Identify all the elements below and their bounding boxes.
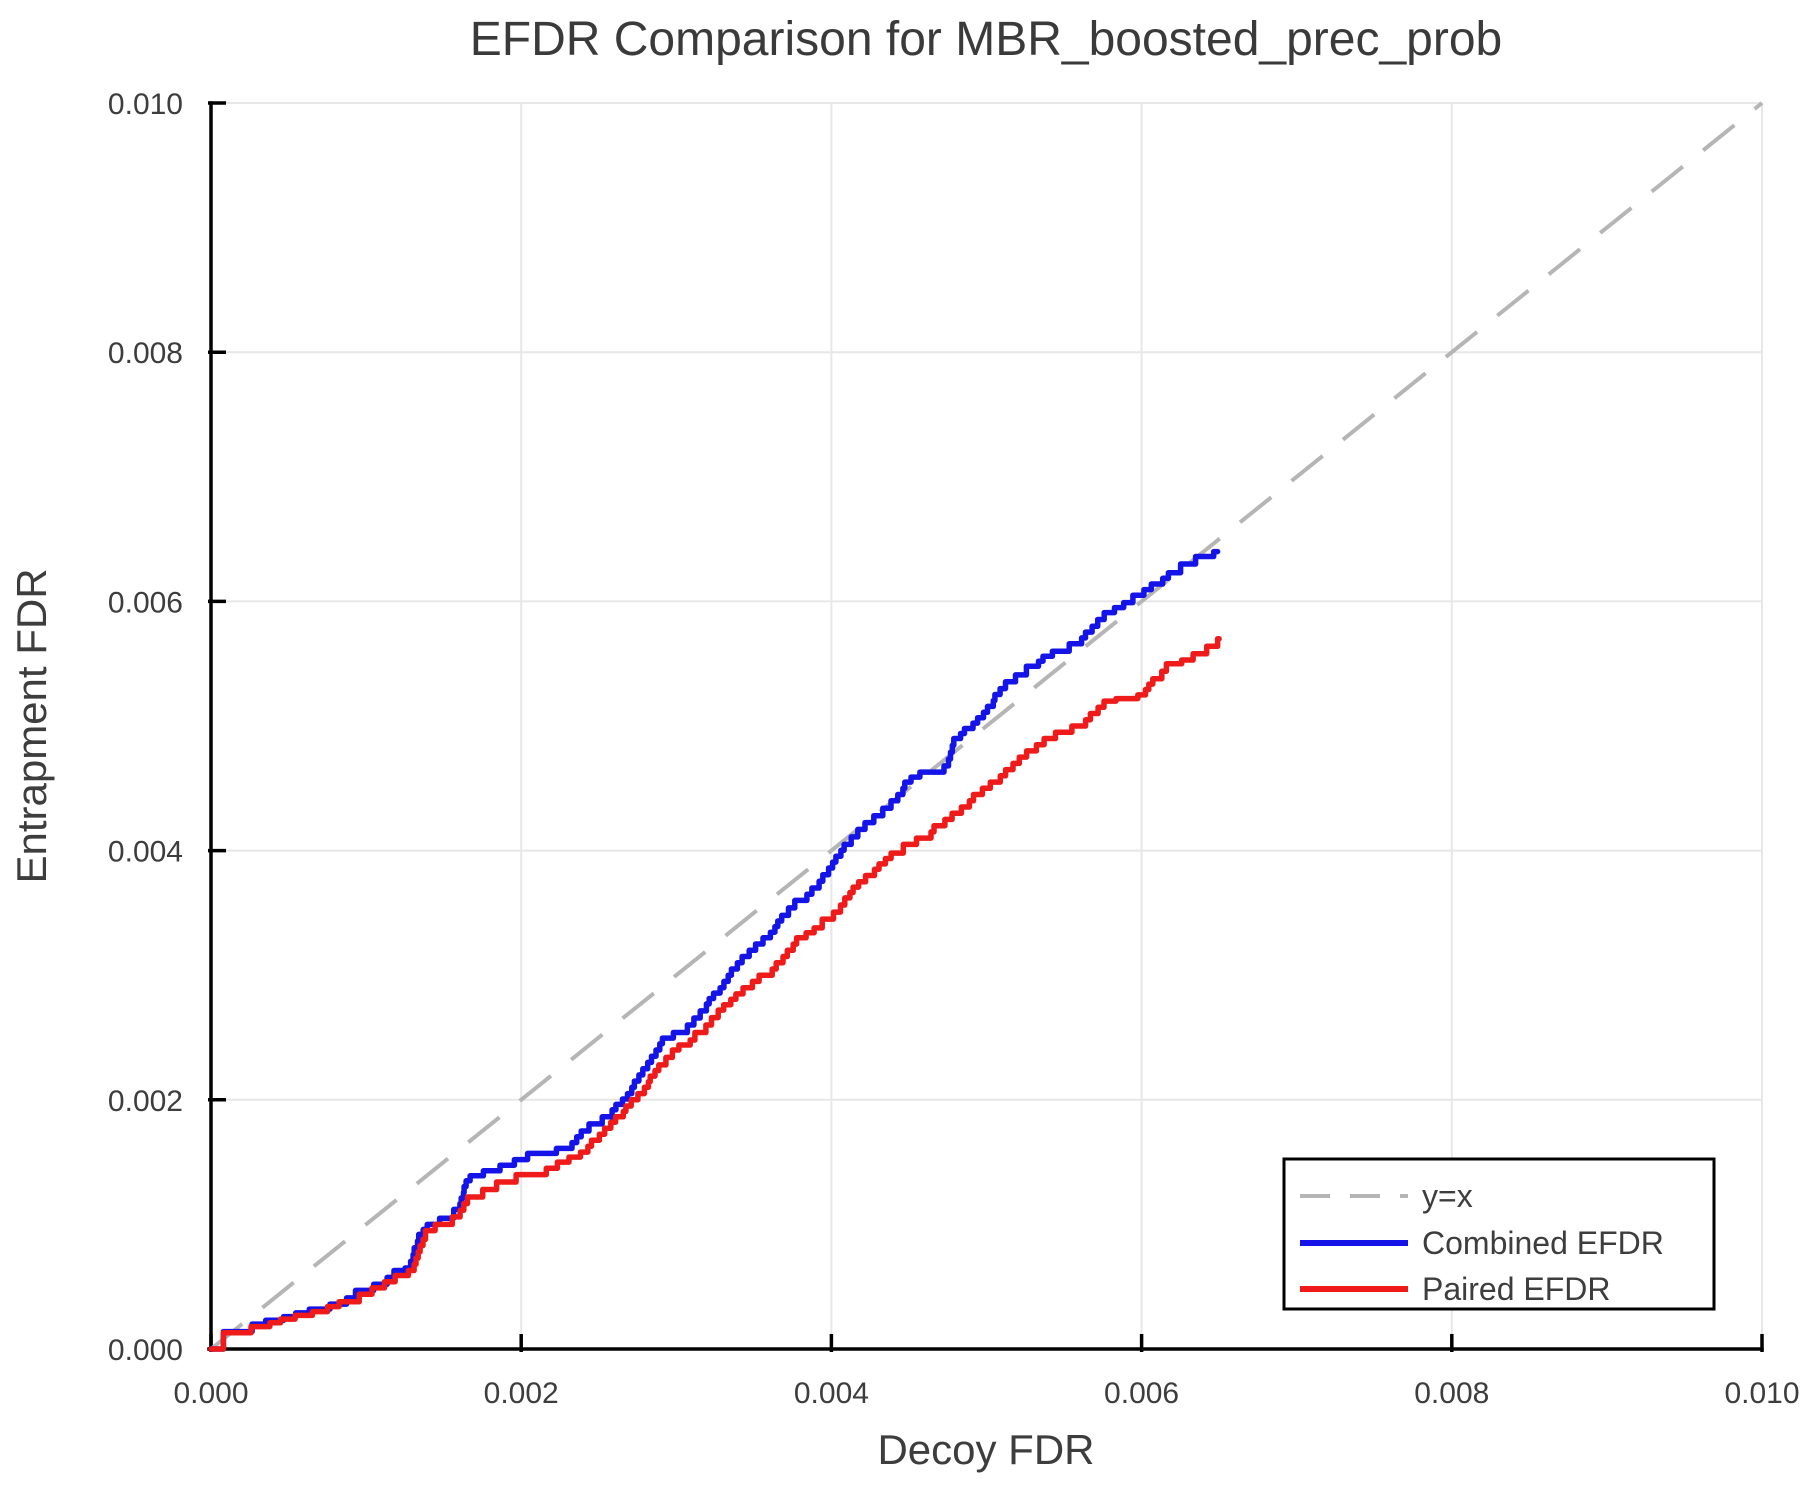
identity-reference-line: [209, 101, 1764, 1351]
legend-label-identity: y=x: [1422, 1178, 1473, 1214]
y-tick-label: 0.002: [108, 1085, 183, 1118]
combined-efdr-line: [208, 548, 1221, 1352]
x-tick-label: 0.008: [1414, 1377, 1489, 1410]
x-tick-label: 0.002: [484, 1377, 559, 1410]
chart-title: EFDR Comparison for MBR_boosted_prec_pro…: [470, 13, 1502, 66]
legend-label-combined: Combined EFDR: [1422, 1225, 1664, 1261]
x-axis-label: Decoy FDR: [877, 1426, 1094, 1473]
y-tick-label: 0.000: [108, 1334, 183, 1367]
axes: 0.000 0.002 0.004 0.006 0.008 0.010 0.000 0.002…: [108, 88, 1800, 1410]
y-tick-label: 0.004: [108, 836, 183, 869]
paired-efdr-line: [208, 636, 1222, 1352]
x-tick-label: 0.010: [1724, 1377, 1799, 1410]
x-tick-label: 0.004: [794, 1377, 869, 1410]
x-tick-label: 0.006: [1104, 1377, 1179, 1410]
x-tick-label: 0.000: [173, 1377, 248, 1410]
legend-label-paired: Paired EFDR: [1422, 1271, 1611, 1307]
y-tick-label: 0.006: [108, 586, 183, 619]
legend: y=x Combined EFDR Paired EFDR: [1282, 1157, 1716, 1311]
y-axis-label: Entrapment FDR: [8, 568, 55, 883]
legend-box: [1282, 1157, 1716, 1311]
y-tick-label: 0.008: [108, 337, 183, 370]
y-tick-label: 0.010: [108, 88, 183, 121]
